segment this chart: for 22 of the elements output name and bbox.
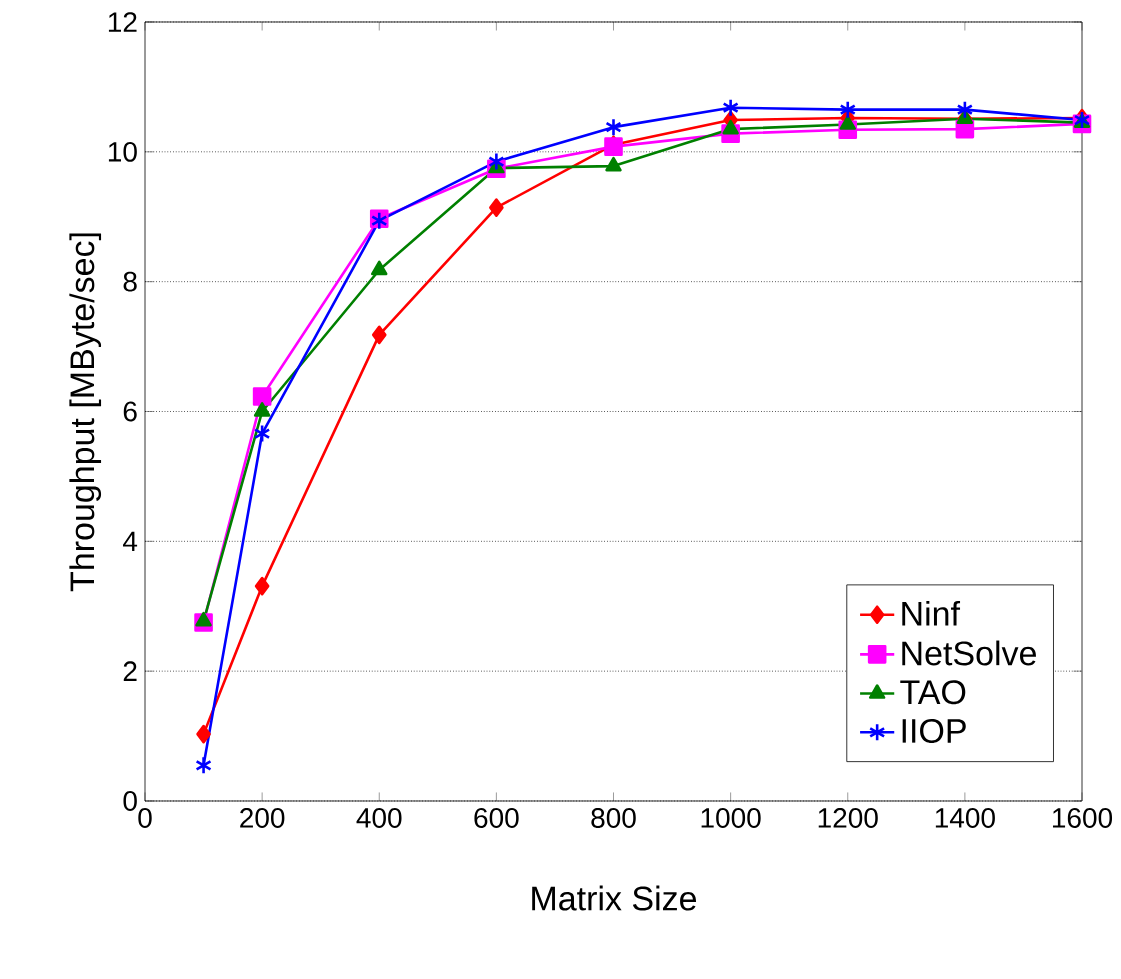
y-tick-label: 12 xyxy=(108,12,137,32)
y-tick-label: 2 xyxy=(123,661,137,681)
legend-label: Ninf xyxy=(902,600,961,626)
x-axis-title: Matrix Size xyxy=(532,885,697,911)
legend-label: NetSolve xyxy=(902,640,1036,666)
x-tick-label: 0 xyxy=(138,808,152,828)
x-tick-label: 1200 xyxy=(818,808,878,828)
y-tick-label: 4 xyxy=(122,531,138,551)
y-tick-label: 8 xyxy=(123,271,137,292)
x-tick-label: 800 xyxy=(591,808,636,828)
y-tick-label: 10 xyxy=(108,141,137,162)
legend-label: TAO xyxy=(900,680,966,705)
y-tick-label: 6 xyxy=(123,401,137,422)
x-tick-label: 1400 xyxy=(935,808,995,828)
x-tick-label: 400 xyxy=(356,808,402,828)
x-tick-label: 600 xyxy=(474,808,519,828)
y-tick-label: 0 xyxy=(123,791,137,811)
x-tick-label: 1000 xyxy=(701,808,761,828)
x-tick-label: 200 xyxy=(240,808,285,828)
y-axis-title: Throughput [MByte/sec] xyxy=(69,233,102,592)
x-tick-label: 1600 xyxy=(1052,808,1113,828)
legend-label: IIOP xyxy=(902,718,966,743)
